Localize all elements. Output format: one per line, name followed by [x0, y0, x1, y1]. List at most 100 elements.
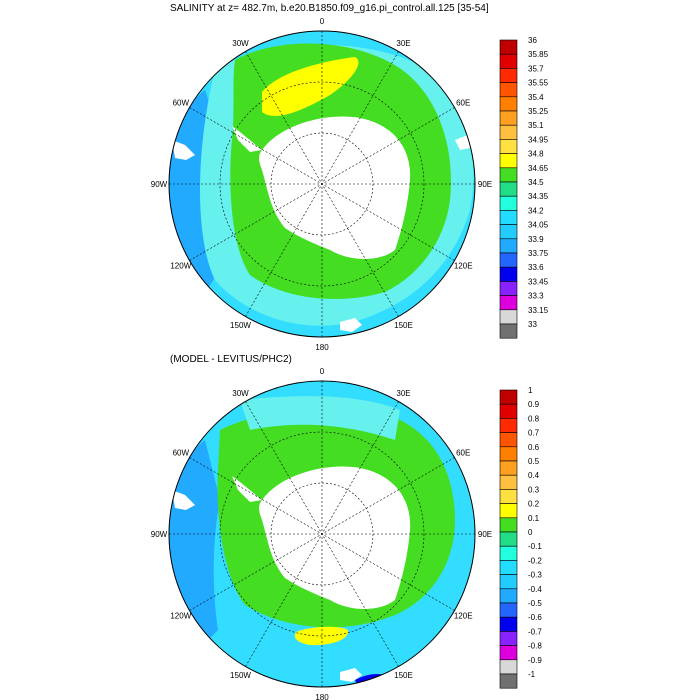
top-colorbar-swatch: [499, 153, 518, 169]
bottom-colorbar: 1 0.9 0.8 0.7 0.6 0.5 0.4 0.3 0.2 0.1 0 -0.1 -0.2 -0.…: [499, 386, 542, 689]
top-colorbar: 36 35.85 35.7 35.55 35.4 35.25 35.1 34.95 34.8 34…: [499, 36, 549, 339]
top-new-zealand-land: [340, 318, 362, 332]
bottom-colorbar-swatch: [499, 403, 518, 419]
top-indian-islands-land: [455, 135, 470, 150]
top-colorbar-label: 33.3: [528, 292, 544, 301]
bottom-colorbar-label: -0.2: [528, 556, 542, 565]
bottom-colorbar-swatch: [499, 616, 518, 632]
top-colorbar-label: 35.55: [528, 79, 549, 88]
top-colorbar-swatch: [499, 224, 518, 240]
bottom-lon-label-150w: 150W: [230, 671, 251, 680]
bottom-colorbar-label: 0.5: [528, 457, 540, 466]
bottom-antarctic-peninsula: [232, 476, 262, 502]
top-colorbar-swatch: [499, 110, 518, 126]
top-colorbar-swatch: [499, 281, 518, 296]
top-colorbar-swatch: [499, 96, 518, 112]
top-colorbar-label: 35.25: [528, 107, 549, 116]
top-colorbar-swatch: [499, 68, 518, 83]
top-colorbar-label: 34.95: [528, 135, 549, 144]
bottom-colorbar-swatch: [499, 602, 518, 618]
bottom-colorbar-label: 1: [528, 386, 533, 395]
top-lon-label-60w: 60W: [173, 99, 190, 108]
top-colorbar-swatch: [499, 266, 518, 282]
longitude-labels: 0 30E 60E 90E 120E 150E 180 150W 120W 90W 60W 30W 0 3…: [151, 17, 492, 700]
top-colorbar-swatch: [499, 167, 518, 183]
bottom-colorbar-swatch: [499, 545, 518, 561]
bottom-colorbar-swatch: [499, 560, 518, 575]
bottom-colorbar-label: -0.7: [528, 627, 542, 636]
bottom-colorbar-label: 0.7: [528, 429, 540, 438]
top-colorbar-swatch: [499, 252, 518, 268]
top-colorbar-label: 34.8: [528, 150, 544, 159]
top-colorbar-swatch: [499, 53, 518, 69]
bottom-colorbar-label: 0.3: [528, 485, 540, 494]
top-lon-label-0: 0: [320, 17, 325, 26]
top-colorbar-swatch: [499, 139, 518, 154]
top-colorbar-label: 34.05: [528, 221, 549, 230]
bottom-panel-title: (MODEL - LEVITUS/PHC2): [170, 354, 292, 365]
bottom-colorbar-swatch: [499, 659, 518, 675]
bottom-colorbar-label: 0.9: [528, 400, 540, 409]
top-lon-label-120e: 120E: [454, 262, 473, 271]
top-colorbar-label: 33: [528, 320, 537, 329]
top-lon-label-90e: 90E: [478, 180, 492, 189]
bottom-colorbar-label: 0.6: [528, 443, 540, 452]
bottom-colorbar-swatch: [499, 645, 518, 661]
top-lon-label-150w: 150W: [230, 321, 251, 330]
bottom-colorbar-swatch: [499, 389, 518, 405]
bottom-colorbar-swatch: [499, 432, 518, 448]
top-colorbar-label: 33.9: [528, 235, 544, 244]
top-colorbar-label: 34.5: [528, 178, 544, 187]
bottom-colorbar-swatch: [499, 574, 518, 590]
top-colorbar-swatch: [499, 238, 518, 254]
bottom-colorbar-swatch: [499, 631, 518, 646]
bottom-colorbar-label: -0.5: [528, 599, 542, 608]
top-colorbar-swatch: [499, 181, 518, 197]
bottom-lon-label-90e: 90E: [478, 530, 492, 539]
top-map: [168, 30, 476, 338]
bottom-lon-label-120e: 120E: [454, 612, 473, 621]
bottom-antarctica-land: [259, 466, 411, 609]
bottom-colorbar-label: -1: [528, 670, 536, 679]
bottom-lon-label-30w: 30W: [232, 389, 249, 398]
top-colorbar-swatch: [499, 295, 518, 311]
bottom-colorbar-swatch: [499, 588, 518, 604]
top-panel-title: SALINITY at z= 482.7m, b.e20.B1850.f09_g…: [170, 3, 489, 14]
bottom-colorbar-label: -0.4: [528, 585, 542, 594]
top-colorbar-label: 35.4: [528, 93, 544, 102]
bottom-colorbar-label: -0.1: [528, 542, 542, 551]
bottom-colorbar-swatch: [499, 418, 518, 433]
top-south-america-land: [172, 140, 195, 160]
top-antarctic-peninsula: [232, 126, 262, 152]
bottom-colorbar-swatch: [499, 446, 518, 462]
top-colorbar-swatch: [499, 39, 518, 55]
bottom-lon-label-0: 0: [320, 367, 325, 376]
top-colorbar-swatch: [499, 82, 518, 98]
bottom-colorbar-label: 0: [528, 528, 533, 537]
top-colorbar-label: 33.75: [528, 249, 549, 258]
bottom-colorbar-label: -0.6: [528, 613, 542, 622]
bottom-colorbar-label: -0.8: [528, 642, 542, 651]
top-lon-label-90w: 90W: [151, 180, 168, 189]
bottom-lon-label-30e: 30E: [396, 389, 410, 398]
bottom-south-america-land: [172, 490, 195, 510]
top-colorbar-swatch: [499, 195, 518, 211]
top-colorbar-label: 35.1: [528, 121, 544, 130]
top-lon-label-150e: 150E: [394, 321, 413, 330]
bottom-map: [168, 380, 476, 688]
top-yellow-maximum: [262, 57, 359, 116]
bottom-colorbar-swatch: [499, 531, 518, 547]
top-colorbar-label: 34.2: [528, 206, 544, 215]
bottom-colorbar-label: -0.9: [528, 656, 542, 665]
top-colorbar-label: 34.35: [528, 192, 549, 201]
bottom-lon-label-60e: 60E: [456, 449, 470, 458]
bottom-colorbar-swatch: [499, 489, 518, 504]
bottom-graticule: [169, 381, 475, 687]
bottom-colorbar-label: 0.8: [528, 414, 540, 423]
top-colorbar-swatch: [499, 210, 518, 225]
bottom-lon-label-120w: 120W: [170, 612, 191, 621]
bottom-lon-label-90w: 90W: [151, 530, 168, 539]
top-colorbar-swatch: [499, 323, 518, 339]
top-lon-label-30e: 30E: [396, 39, 410, 48]
